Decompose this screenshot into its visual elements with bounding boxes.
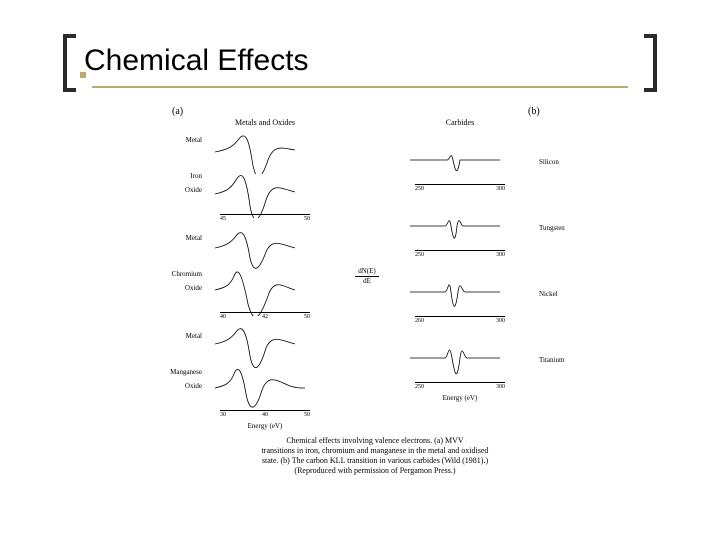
carbide-curve: [405, 262, 505, 318]
element-label: Manganese: [162, 368, 202, 376]
caption-line-3: (Reproduced with permission of Pergamon …: [294, 466, 455, 475]
tick-label: 40: [220, 314, 226, 320]
caption-line-2: state. (b) The carbon KLL transition in …: [262, 456, 488, 465]
tick-label: 40: [262, 412, 268, 418]
yaxis-top: dN(E): [358, 267, 376, 275]
tick-label: 45: [220, 216, 226, 222]
tick-label: 260: [415, 318, 424, 324]
tick-label: 300: [496, 252, 505, 258]
oxide-label: Oxide: [162, 186, 202, 194]
yaxis-label: dN(E) dE: [355, 268, 379, 285]
title-underline: [92, 86, 628, 88]
axis-ticks: 250 300: [415, 252, 505, 258]
element-label: Chromium: [162, 270, 202, 278]
carbide-curve: [405, 130, 505, 186]
metal-label: Metal: [162, 136, 202, 144]
page-title: Chemical Effects: [68, 38, 652, 78]
oxide-label: Oxide: [162, 382, 202, 390]
oxide-label: Oxide: [162, 284, 202, 292]
column-b: Carbides Silicon250300Tungsten250300Nick…: [385, 118, 535, 382]
caption-line-0: Chemical effects involving valence elect…: [286, 436, 463, 445]
carbide-label: Tungsten: [539, 224, 581, 232]
column-a: Metals and Oxides IronMetalOxide4550Chro…: [190, 118, 340, 412]
figure-area: (a) (b) dN(E) dE Metals and Oxides Iron M…: [160, 100, 560, 480]
axis-ticks: 30 40 50: [220, 412, 310, 418]
carbide-spectrum-2: Nickel260300: [385, 262, 535, 326]
tick-label: 50: [304, 314, 310, 320]
figure-caption: Chemical effects involving valence elect…: [190, 436, 560, 476]
tick-label: 50: [304, 216, 310, 222]
carbide-curve: [405, 328, 505, 384]
carbide-spectrum-3: Titanium250300Energy (eV): [385, 328, 535, 392]
xaxis-label: Energy (eV): [190, 422, 340, 430]
axis-ticks: 45 50: [220, 216, 310, 222]
tick-label: 50: [304, 412, 310, 418]
carbide-label: Titanium: [539, 356, 581, 364]
panel-a-label: (a): [172, 106, 183, 117]
axis-ticks: 40 42 50: [220, 314, 310, 320]
left-bracket-icon: [62, 34, 78, 92]
axis-ticks: 250 300: [415, 186, 505, 192]
carbide-curve: [405, 196, 505, 252]
spectrum-group-0: IronMetalOxide4550: [190, 130, 340, 224]
title-bar: Chemical Effects: [68, 38, 652, 88]
xaxis-label: Energy (eV): [385, 394, 535, 402]
carbide-spectrum-0: Silicon250300: [385, 130, 535, 194]
axis-ticks: 250 300: [415, 384, 505, 390]
carbide-label: Nickel: [539, 290, 581, 298]
spectrum-group-2: ManganeseMetalOxide304050Energy (eV): [190, 326, 340, 420]
oxide-curve: [210, 268, 310, 316]
metal-label: Metal: [162, 332, 202, 340]
col-b-title: Carbides: [385, 118, 535, 127]
metal-label: Metal: [162, 234, 202, 242]
tick-label: 30: [220, 412, 226, 418]
metal-curve: [210, 228, 310, 272]
col-a-title: Metals and Oxides: [190, 118, 340, 127]
accent-notch: [80, 72, 86, 78]
oxide-curve: [210, 170, 310, 218]
yaxis-bottom: dE: [363, 277, 371, 285]
carbide-label: Silicon: [539, 158, 581, 166]
tick-label: 300: [496, 384, 505, 390]
spectrum-group-1: ChromiumMetalOxide404250: [190, 228, 340, 322]
caption-line-1: transitions in iron, chromium and mangan…: [262, 446, 489, 455]
metal-curve: [210, 130, 310, 174]
oxide-curve: [210, 366, 310, 414]
tick-label: 42: [262, 314, 268, 320]
axis-ticks: 260 300: [415, 318, 505, 324]
right-bracket-icon: [642, 34, 658, 92]
metal-curve: [210, 326, 310, 370]
tick-label: 250: [415, 384, 424, 390]
tick-label: 250: [415, 186, 424, 192]
panel-b-label: (b): [528, 106, 540, 117]
tick-label: 250: [415, 252, 424, 258]
carbide-spectrum-1: Tungsten250300: [385, 196, 535, 260]
tick-label: 300: [496, 186, 505, 192]
tick-label: 300: [496, 318, 505, 324]
element-label: Iron: [162, 172, 202, 180]
